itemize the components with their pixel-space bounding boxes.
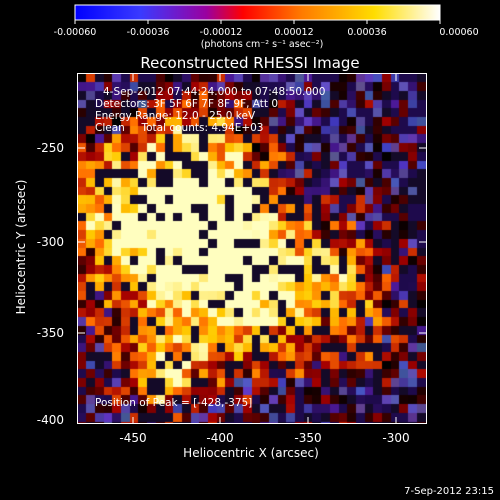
colorbar-ticks [74, 20, 441, 24]
y-tick-label: -350 [36, 326, 64, 340]
colorbar-tick-label: -0.00060 [53, 27, 97, 38]
colorbar-tick-label: 0.00036 [347, 27, 387, 38]
detectors-text: Detectors: 3F 5F 6F 7F 8F 9F, Att 0 [95, 98, 279, 110]
x-tick-label: -300 [382, 431, 410, 445]
plot-title: Reconstructed RHESSI Image [140, 54, 360, 72]
x-tick-label: -450 [119, 431, 147, 445]
colorbar-tick-label: -0.00012 [199, 27, 243, 38]
y-axis-label: Heliocentric Y (arcsec) [14, 179, 28, 315]
colorbar-tick-label: -0.00036 [126, 27, 170, 38]
x-tick-label: -350 [294, 431, 322, 445]
y-tick-label: -250 [36, 141, 64, 155]
y-tick-label: -300 [36, 235, 64, 249]
colorbar-tick-label: 0.00012 [274, 27, 314, 38]
x-axis-label: Heliocentric X (arcsec) [183, 446, 319, 460]
method-counts-text: Clean Total counts: 4.94E+03 [95, 122, 264, 134]
colorbar-unit-label: (photons cm⁻² s⁻¹ asec⁻²) [200, 39, 324, 50]
colorbar [74, 4, 441, 21]
y-tick-label: -400 [36, 413, 64, 427]
peak-position-text: Position of Peak = [-428,-375] [95, 397, 253, 409]
x-tick-label: -400 [206, 431, 234, 445]
energy-range-text: Energy Range: 12.0 - 25.0 keV [95, 110, 256, 122]
time-range-text: 4-Sep-2012 07:44:24.000 to 07:48:50.000 [103, 86, 326, 98]
reconstructed-map [78, 74, 426, 423]
colorbar-tick-label: 0.00060 [439, 27, 479, 38]
generation-timestamp: 7-Sep-2012 23:15 [404, 486, 494, 497]
